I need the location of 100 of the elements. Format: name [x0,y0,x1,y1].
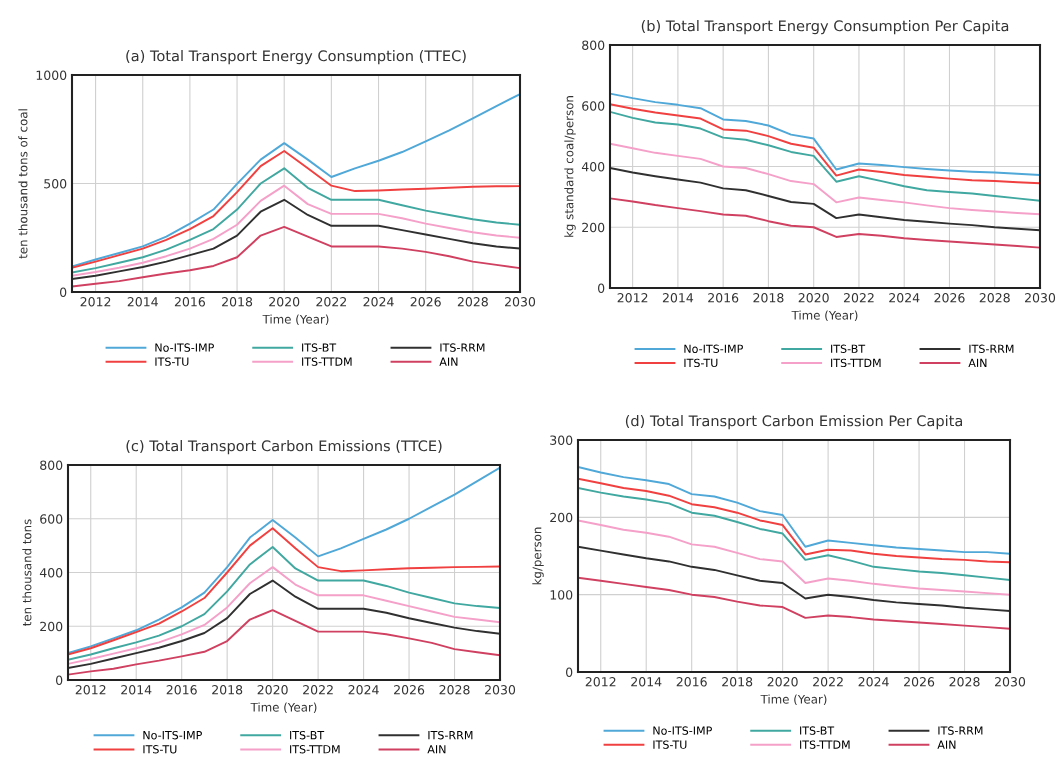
line-series [610,197,1040,249]
line-series [72,198,520,280]
legend-label: ITS-BT [831,344,866,353]
x-tick-label: 2016 [676,677,707,687]
legend-label: ITS-RRM [428,730,473,740]
legend-label: ITS-RRM [969,344,1014,353]
x-axis-title: Time (Year) [760,694,827,706]
line-series [72,184,520,277]
line-series [68,527,500,656]
x-tick-label: 2022 [813,677,843,687]
y-tick-label: 0 [56,675,63,685]
x-tick-label: 2016 [708,293,739,303]
x-tick-label: 2026 [934,293,965,303]
legend-label: ITS-TU [155,357,189,366]
legend-label: No-ITS-IMP [143,730,202,740]
line-series [610,142,1040,216]
y-tick-label: 800 [40,460,63,470]
line-series [68,579,500,669]
legend-label: ITS-BT [302,343,337,352]
x-axis-title: Time (Year) [250,702,317,714]
y-tick-label: 200 [40,621,63,632]
line-series [578,545,1010,612]
chart-title: (c) Total Transport Carbon Emissions (TTCE) [126,440,442,455]
x-tick-label: 2020 [767,677,798,687]
x-tick-label: 2012 [617,293,648,303]
line-series [578,486,1010,581]
x-tick-label: 2022 [843,293,874,303]
y-tick-label: 600 [40,514,63,524]
x-tick-label: 2012 [585,677,616,687]
x-tick-label: 2014 [662,293,694,303]
x-tick-label: 2022 [316,297,347,307]
line-series [610,103,1040,185]
y-tick-label: 400 [581,161,605,172]
line-series [72,225,520,288]
x-tick-label: 2012 [80,297,111,307]
line-series [578,519,1010,596]
line-series [578,576,1010,630]
chart-title: (a) Total Transport Energy Consumption (TTEC) [126,50,466,65]
x-tick-label: 2014 [631,677,662,687]
x-tick-label: 2030 [995,677,1026,687]
y-tick-label: 600 [582,101,605,111]
legend-label: ITS-TU [684,358,718,368]
x-tick-label: 2030 [485,685,516,695]
line-series [578,477,1010,564]
legend-label: ITS-BT [290,730,325,740]
x-tick-label: 2028 [979,293,1010,303]
y-tick-label: 1000 [36,70,67,80]
y-tick-label: 100 [550,590,573,600]
y-tick-label: 500 [44,178,67,189]
line-series [610,92,1040,176]
legend-label: ITS-BT [800,726,835,735]
line-series [68,566,500,665]
y-tick-label: 800 [582,40,605,50]
x-tick-label: 2018 [222,297,253,307]
legend-label: ITS-TTDM [302,357,352,366]
legend-label: AIN [427,745,446,754]
legend-label: ITS-TTDM [831,358,881,368]
x-tick-label: 2024 [348,685,379,695]
y-tick-label: 0 [60,287,67,297]
legend-label: ITS-TU [143,745,177,754]
y-tick-label: 400 [39,567,63,578]
x-tick-label: 2012 [75,685,106,695]
chart-title: (d) Total Transport Carbon Emission Per Capita [625,415,963,430]
legend-label: No-ITS-IMP [155,343,214,352]
line-series [610,110,1040,202]
x-tick-label: 2026 [904,677,935,687]
y-axis-title: ten thousand tons [22,519,32,626]
x-tick-label: 2014 [121,685,152,695]
line-series [610,167,1040,232]
x-tick-label: 2030 [505,297,536,307]
x-tick-label: 2018 [722,677,753,687]
y-axis-title: kg standard coal/person [564,96,576,237]
legend-label: ITS-TTDM [800,740,850,749]
x-tick-label: 2024 [889,293,920,303]
x-tick-label: 2014 [127,297,158,307]
x-tick-label: 2030 [1025,293,1056,303]
legend-label: AIN [968,358,987,367]
x-tick-label: 2024 [858,677,889,687]
x-axis-title: Time (Year) [791,310,858,322]
x-tick-label: 2018 [212,685,243,695]
x-tick-label: 2020 [269,297,300,307]
x-tick-label: 2028 [439,685,470,695]
x-tick-label: 2022 [303,685,333,695]
x-tick-label: 2018 [753,293,784,303]
chart-title: (b) Total Transport Energy Consumption Per Capita [641,20,1009,35]
x-tick-label: 2020 [257,685,288,695]
legend-label: AIN [439,357,458,366]
y-tick-label: 0 [566,667,573,677]
line-series [578,466,1010,555]
x-tick-label: 2016 [174,297,206,307]
y-tick-label: 300 [550,435,573,445]
x-tick-label: 2020 [798,293,829,303]
legend-label: No-ITS-IMP [653,726,712,735]
legend-label: ITS-TTDM [290,745,340,754]
y-axis-title: ten thousand tons of coal [18,109,28,259]
x-tick-label: 2028 [457,297,488,307]
legend-label: No-ITS-IMP [684,344,743,353]
legend-label: ITS-TU [653,740,687,749]
line-series [68,609,500,676]
legend-label: AIN [937,740,956,749]
